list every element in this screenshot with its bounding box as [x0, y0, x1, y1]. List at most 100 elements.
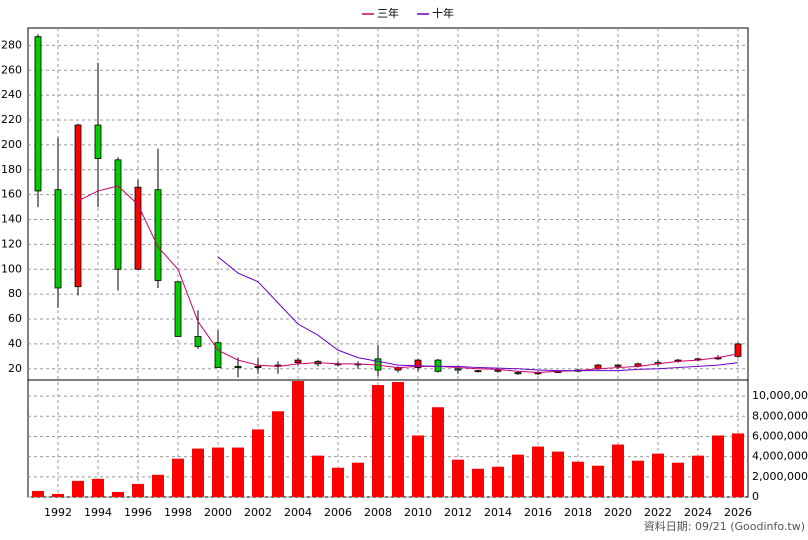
volume-bar [692, 455, 704, 497]
volume-bar [112, 491, 124, 497]
x-tick-label: 2016 [524, 506, 552, 519]
x-tick-label: 2006 [324, 506, 352, 519]
y-tick-label: 40 [8, 337, 22, 350]
candle-body [414, 359, 422, 368]
ma-line [217, 256, 739, 372]
candle-body [494, 369, 502, 372]
candle-body [34, 36, 42, 192]
y-tick-label: 80 [8, 287, 22, 300]
x-tick-label: 2002 [244, 506, 272, 519]
x-tick-label: 2022 [644, 506, 672, 519]
volume-bar [52, 493, 64, 497]
x-tick-label: 1992 [44, 506, 72, 519]
volume-bar [212, 447, 224, 497]
volume-bar [572, 461, 584, 497]
plot-frame [27, 27, 749, 498]
volume-bar [332, 467, 344, 497]
candle-body [434, 359, 442, 372]
y2-tick-label: 8,000,000 [752, 409, 808, 422]
volume-bar [552, 451, 564, 497]
y2-tick-label: 2,000,000 [752, 470, 808, 483]
candle-body [94, 124, 102, 160]
y-tick-label: 140 [1, 213, 22, 226]
ma-line [77, 185, 739, 374]
candle-body [134, 186, 142, 270]
volume-bar [352, 462, 364, 497]
y2-tick-label: 10,000,000 [752, 389, 808, 402]
y-tick-label: 200 [1, 138, 22, 151]
volume-bar [652, 453, 664, 497]
y-tick-label: 100 [1, 262, 22, 275]
x-tick-label: 2004 [284, 506, 312, 519]
volume-bar [312, 455, 324, 497]
y-tick-label: 180 [1, 163, 22, 176]
volume-bar [392, 382, 404, 497]
candle-body [254, 365, 262, 368]
x-tick-label: 1998 [164, 506, 192, 519]
volume-bar [152, 474, 164, 497]
candle-body [454, 368, 462, 371]
volume-bar [32, 490, 44, 497]
x-tick-label: 2014 [484, 506, 512, 519]
candle-body [474, 370, 482, 373]
volume-bar [732, 433, 744, 497]
y-tick-label: 280 [1, 38, 22, 51]
x-tick-label: 1994 [84, 506, 112, 519]
legend-label: 十年 [432, 6, 454, 20]
volume-bar [632, 460, 644, 497]
volume-bar [452, 459, 464, 497]
x-tick-label: 2012 [444, 506, 472, 519]
volume-bar [172, 458, 184, 497]
volume-bar [612, 444, 624, 497]
candle-body [514, 372, 522, 375]
volume-bar [372, 385, 384, 497]
volume-group [32, 381, 744, 497]
volume-bar [592, 465, 604, 497]
candle-body [734, 343, 742, 357]
candle-body [294, 359, 302, 363]
y2-tick-label: 0 [752, 490, 759, 503]
candle-body [174, 281, 182, 337]
y-tick-label: 260 [1, 63, 22, 76]
volume-bar [92, 478, 104, 497]
volume-bar [712, 435, 724, 497]
volume-bar [512, 454, 524, 497]
volume-bar [72, 480, 84, 497]
x-tick-label: 2026 [724, 506, 752, 519]
x-tick-label: 2018 [564, 506, 592, 519]
x-tick-label: 1996 [124, 506, 152, 519]
candle-body [214, 342, 222, 368]
volume-bar [232, 447, 244, 497]
x-tick-label: 2020 [604, 506, 632, 519]
x-tick-label: 2000 [204, 506, 232, 519]
volume-bar [132, 483, 144, 497]
legend-label: 三年 [377, 6, 399, 20]
volume-bar [532, 446, 544, 497]
volume-bar [192, 448, 204, 497]
volume-bar [472, 468, 484, 497]
candle-body [54, 189, 62, 289]
y-tick-label: 160 [1, 188, 22, 201]
x-tick-label: 2024 [684, 506, 712, 519]
candle-body [74, 124, 82, 288]
x-tick-label: 2008 [364, 506, 392, 519]
candle-body [614, 364, 622, 367]
y2-tick-label: 6,000,000 [752, 429, 808, 442]
volume-bar [272, 411, 284, 497]
volume-bar [672, 462, 684, 497]
volume-bar [252, 429, 264, 497]
x-tick-label: 2010 [404, 506, 432, 519]
volume-bar [412, 435, 424, 497]
y-tick-label: 220 [1, 113, 22, 126]
y-tick-label: 120 [1, 237, 22, 250]
volume-bar [292, 381, 304, 497]
volume-bar [492, 466, 504, 497]
y2-tick-label: 4,000,000 [752, 450, 808, 463]
candle-body [154, 189, 162, 281]
y-tick-label: 240 [1, 88, 22, 101]
y-tick-label: 20 [8, 362, 22, 375]
footer: 資料日期: 09/21 (Goodinfo.tw) [644, 519, 805, 533]
volume-bar [432, 407, 444, 497]
candle-body [194, 336, 202, 347]
